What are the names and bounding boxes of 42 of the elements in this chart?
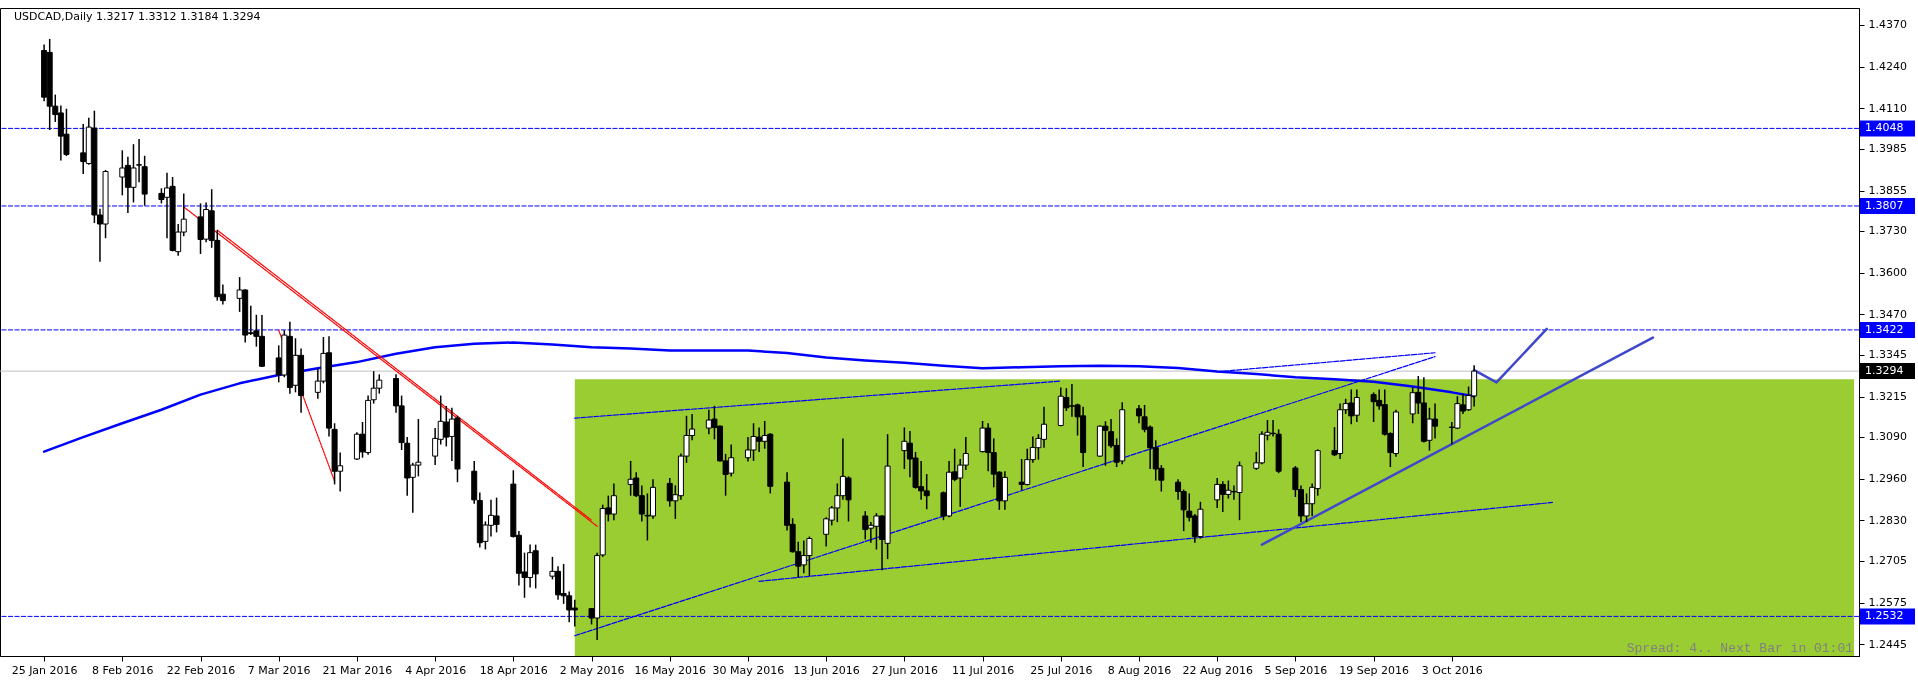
x-tick-label: 21 Mar 2016 [322, 663, 393, 677]
x-tick-label: 5 Sep 2016 [1264, 663, 1328, 677]
x-tick-label: 18 Apr 2016 [479, 663, 548, 677]
ref-line-label: 1.2532 [1865, 609, 1904, 623]
annotation: Spread: 4.. Next Bar in 01:01 [1626, 641, 1854, 656]
y-tick-label: 1.2575 [1868, 596, 1907, 610]
y-tick-label: 1.3985 [1868, 142, 1907, 156]
x-tick-label: 22 Aug 2016 [1182, 663, 1253, 677]
ref-line-label: 1.3422 [1865, 322, 1904, 336]
y-tick-label: 1.2960 [1868, 472, 1907, 486]
x-tick-label: 22 Feb 2016 [166, 663, 236, 677]
x-tick-label: 2 May 2016 [559, 663, 625, 677]
x-tick-label: 4 Apr 2016 [405, 663, 467, 677]
x-tick-label: 19 Sep 2016 [1339, 663, 1409, 677]
x-tick-label: 30 May 2016 [712, 663, 785, 677]
y-tick-label: 1.3215 [1868, 390, 1907, 404]
ref-line-label: 1.3807 [1865, 198, 1904, 212]
y-tick-label: 1.2705 [1868, 554, 1907, 568]
x-tick-label: 8 Aug 2016 [1107, 663, 1172, 677]
y-tick-label: 1.4110 [1868, 101, 1907, 115]
x-tick-label: 25 Jul 2016 [1030, 663, 1093, 677]
y-tick-label: 1.3855 [1868, 184, 1907, 198]
y-tick-label: 1.4370 [1868, 18, 1907, 32]
x-tick-label: 8 Feb 2016 [92, 663, 154, 677]
x-tick-label: 13 Jun 2016 [793, 663, 860, 677]
x-tick-label: 27 Jun 2016 [871, 663, 938, 677]
x-tick-label: 16 May 2016 [634, 663, 707, 677]
y-tick-label: 1.2445 [1868, 637, 1907, 651]
x-tick-label: 7 Mar 2016 [247, 663, 311, 677]
x-tick-label: 25 Jan 2016 [11, 663, 78, 677]
x-tick-label: 11 Jul 2016 [951, 663, 1015, 677]
x-tick-label: 3 Oct 2016 [1421, 663, 1483, 677]
y-tick-label: 1.3090 [1868, 430, 1907, 444]
y-tick-label: 1.3345 [1868, 348, 1907, 362]
y-tick-label: 1.2830 [1868, 513, 1907, 527]
ref-line-label: 1.3294 [1865, 364, 1904, 378]
y-tick-label: 1.3470 [1868, 307, 1907, 321]
y-tick-label: 1.3730 [1868, 224, 1907, 238]
y-tick-label: 1.3600 [1868, 266, 1907, 280]
chart-title: USDCAD,Daily 1.3217 1.3312 1.3184 1.3294 [14, 10, 261, 23]
ref-line-label: 1.4048 [1865, 121, 1904, 135]
y-tick-label: 1.4240 [1868, 60, 1907, 74]
